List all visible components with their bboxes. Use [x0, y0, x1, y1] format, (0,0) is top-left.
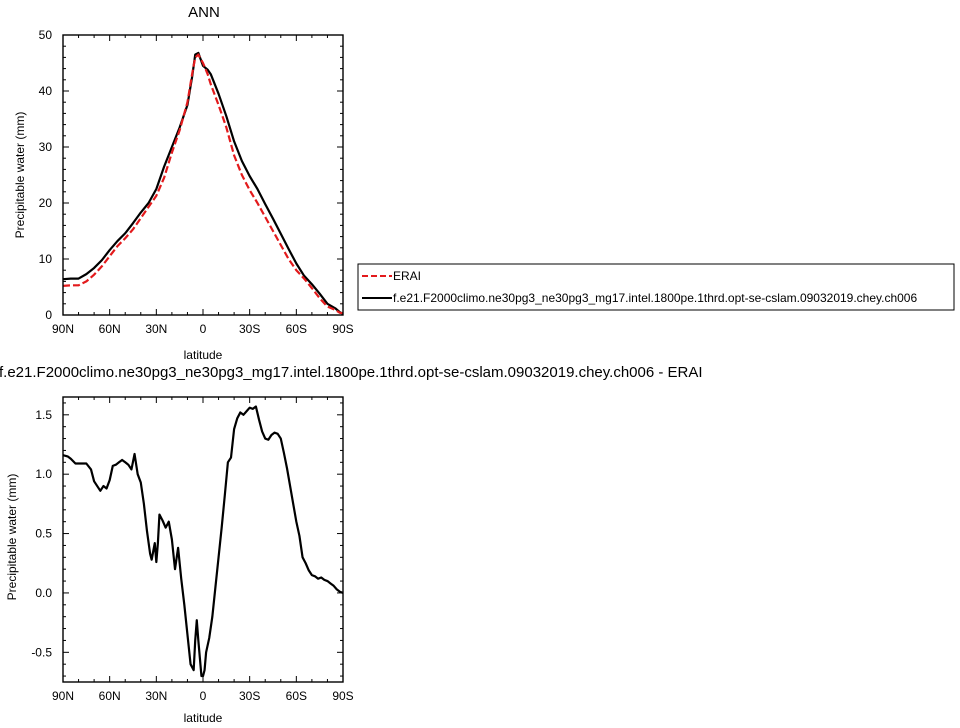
legend-label-model: f.e21.F2000climo.ne30pg3_ne30pg3_mg17.in…: [393, 291, 917, 305]
x-tick-label: 60S: [286, 689, 307, 703]
y-axis-label: Precipitable water (mm): [5, 474, 19, 601]
y-tick-label: -0.5: [31, 645, 52, 659]
x-tick-label: 0: [200, 322, 207, 336]
x-tick-label: 30N: [145, 689, 167, 703]
series-line-erai: [62, 53, 344, 315]
panel-difference: f.e21.F2000climo.ne30pg3_ne30pg3_mg17.in…: [0, 364, 703, 725]
y-tick-label: 20: [39, 196, 53, 210]
y-tick-label: 30: [39, 140, 53, 154]
y-tick-label: 1.0: [35, 467, 52, 481]
x-tick-label: 30S: [239, 322, 260, 336]
legend: ERAI f.e21.F2000climo.ne30pg3_ne30pg3_mg…: [357, 263, 955, 311]
y-axis-label: Precipitable water (mm): [13, 112, 27, 239]
x-tick-label: 90S: [332, 322, 353, 336]
y-tick-label: 0.0: [35, 586, 52, 600]
x-tick-label: 0: [200, 689, 207, 703]
legend-box: [357, 263, 955, 311]
y-tick-label: 0.5: [35, 527, 52, 541]
x-tick-label: 30S: [239, 689, 260, 703]
y-tick-label: 0: [45, 308, 52, 322]
y-tick-label: 10: [39, 252, 53, 266]
chart-title: ANN: [188, 4, 220, 21]
y-tick-label: 1.5: [35, 408, 52, 422]
legend-label-erai: ERAI: [393, 269, 421, 283]
series-line-model: [62, 405, 344, 678]
x-axis-label: latitude: [184, 711, 223, 725]
x-tick-label: 60N: [99, 322, 121, 336]
x-tick-label: 60S: [286, 322, 307, 336]
x-tick-label: 90S: [332, 689, 353, 703]
x-tick-label: 60N: [99, 689, 121, 703]
y-tick-label: 40: [39, 84, 53, 98]
plot-frame: [62, 396, 344, 683]
x-tick-label: 90N: [52, 322, 74, 336]
y-tick-label: 50: [39, 28, 53, 42]
chart-title: f.e21.F2000climo.ne30pg3_ne30pg3_mg17.in…: [0, 364, 703, 381]
x-axis-label: latitude: [184, 348, 223, 362]
series-line-model: [62, 51, 344, 315]
x-tick-label: 30N: [145, 322, 167, 336]
panel-annual-mean: ANN 90N 60N 30N 0 30S 60S 90S 0 10 20 30 40 50 latit…: [13, 4, 354, 362]
plot-frame: [62, 34, 344, 316]
x-tick-label: 90N: [52, 689, 74, 703]
